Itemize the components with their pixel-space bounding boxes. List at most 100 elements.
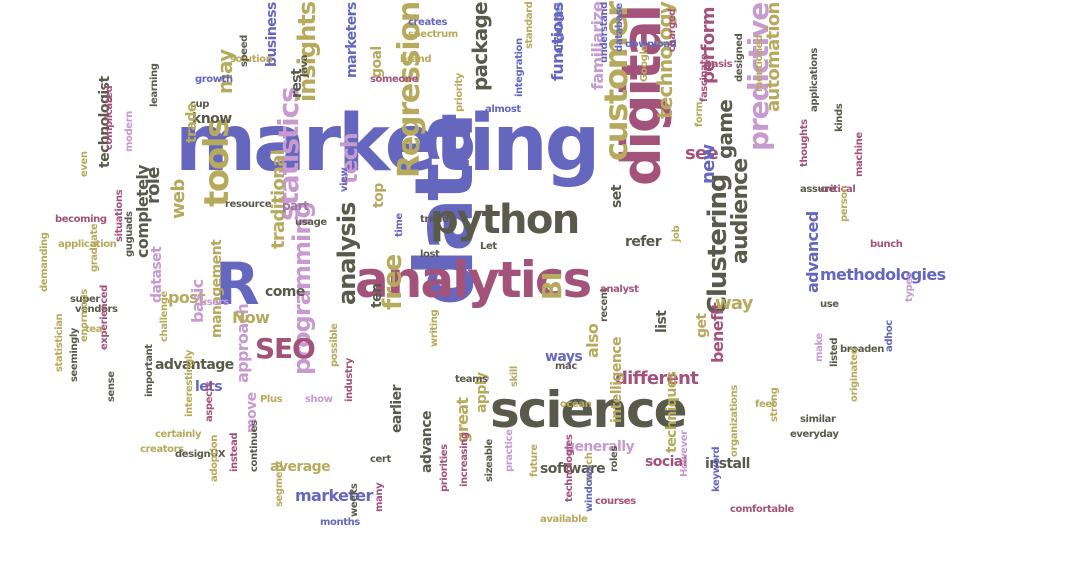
- word-cloud-word: view: [339, 167, 350, 192]
- word-cloud-word: software: [540, 461, 606, 477]
- word-cloud-word: lost: [420, 249, 440, 260]
- word-cloud-word: types: [904, 272, 915, 302]
- word-cloud-word: experienced: [99, 285, 110, 350]
- word-cloud-word: courses: [595, 496, 636, 507]
- word-cloud-word: intelligence: [609, 337, 625, 423]
- word-cloud-word: bunch: [870, 239, 903, 250]
- word-cloud-word: ten: [369, 283, 385, 308]
- word-cloud-word: marketer: [295, 486, 373, 505]
- word-cloud-word: broaden: [840, 344, 884, 355]
- word-cloud-word: basis: [705, 59, 733, 70]
- word-cloud-word: comfortable: [730, 504, 794, 515]
- word-cloud-word: even: [79, 151, 90, 177]
- word-cloud-word: post: [168, 288, 206, 307]
- word-cloud-word: generally: [565, 439, 635, 455]
- word-cloud-word: complicated: [104, 85, 115, 150]
- word-cloud-word: Let: [480, 241, 497, 252]
- word-cloud-word: trade: [184, 103, 200, 143]
- word-cloud-word: adhoc: [884, 320, 895, 352]
- word-cloud-word: solution: [230, 54, 273, 65]
- word-cloud-word: Now: [232, 308, 270, 327]
- word-cloud-word: lets: [195, 379, 223, 395]
- word-cloud-word: form: [694, 102, 705, 127]
- word-cloud-word: marketers: [344, 2, 360, 78]
- word-cloud-word: segment: [274, 460, 285, 507]
- word-cloud-word: aspects: [204, 381, 215, 422]
- word-cloud-word: see: [685, 143, 719, 164]
- word-cloud-word: possible: [329, 323, 340, 367]
- word-cloud-word: advanced: [803, 211, 822, 293]
- word-cloud-word: challenge: [159, 291, 170, 342]
- word-cloud-word: person: [839, 185, 850, 222]
- word-cloud-word: show: [305, 394, 333, 405]
- word-cloud-word: earlier: [389, 385, 405, 433]
- word-cloud-word: vendors: [75, 304, 118, 315]
- word-cloud-word: applications: [809, 48, 820, 112]
- word-cloud-word: technologies: [564, 434, 575, 502]
- word-cloud-word: application: [58, 239, 117, 250]
- word-cloud-word: python: [430, 197, 580, 243]
- word-cloud-word: demanding: [39, 232, 50, 293]
- word-cloud-word: roles: [609, 446, 620, 472]
- word-cloud-word: designed: [734, 33, 745, 82]
- word-cloud-word: becoming: [55, 214, 107, 225]
- word-cloud-word: However: [679, 430, 690, 477]
- word-cloud-word: role: [143, 167, 164, 204]
- word-cloud-word: Google: [639, 45, 650, 82]
- word-cloud-word: kinds: [834, 103, 845, 132]
- word-cloud-word: originated: [849, 347, 860, 402]
- word-cloud-word: tools: [197, 118, 237, 207]
- word-cloud-word: automation: [763, 2, 784, 112]
- word-cloud-word: almost: [485, 104, 521, 115]
- word-cloud-word: future: [529, 444, 540, 477]
- word-cloud-word: users: [200, 297, 229, 308]
- word-cloud-word: keyword: [711, 446, 722, 492]
- word-cloud-word: creators: [140, 444, 184, 455]
- word-cloud-word: average: [270, 459, 331, 475]
- word-cloud-word: make: [814, 333, 825, 362]
- word-cloud-word: advantage: [155, 357, 234, 373]
- word-cloud-word: thoughts: [799, 119, 810, 167]
- word-cloud-word: SEO: [255, 332, 316, 365]
- word-cloud-word: web: [168, 179, 189, 219]
- word-cloud-word: methodologies: [820, 265, 946, 284]
- word-cloud-word: assure: [800, 184, 836, 195]
- word-cloud-word: many: [374, 482, 385, 512]
- word-cloud-word: speed: [239, 35, 250, 67]
- word-cloud-word: windows: [584, 465, 595, 512]
- word-cloud-word: continues: [249, 420, 260, 473]
- word-cloud-word: list: [654, 310, 670, 333]
- word-cloud-word: adoption: [209, 435, 220, 482]
- word-cloud-word: understand: [599, 2, 610, 63]
- word-cloud-word: designUX: [175, 449, 226, 460]
- word-cloud-word: install: [705, 456, 750, 472]
- word-cloud-word: get: [694, 313, 710, 338]
- word-cloud-word: Plus: [260, 394, 283, 405]
- word-cloud-word: guguads: [124, 211, 135, 257]
- word-cloud-word: practice: [504, 429, 515, 472]
- word-cloud-word: charged: [667, 8, 678, 52]
- word-cloud-word: advance: [419, 411, 435, 473]
- word-cloud-word: modern: [124, 111, 135, 152]
- word-cloud-word: machine: [854, 132, 865, 177]
- word-cloud-word: come: [265, 284, 305, 300]
- word-cloud-word: BI: [538, 272, 568, 300]
- word-cloud-word: cup: [190, 99, 210, 110]
- word-cloud-word: ocean: [560, 399, 592, 410]
- word-cloud-word: analysis: [333, 202, 361, 305]
- word-cloud-word: new: [698, 144, 719, 185]
- word-cloud-word: statistician: [54, 313, 65, 372]
- word-cloud-word: different: [615, 368, 699, 389]
- word-cloud-word: sense: [106, 371, 117, 402]
- word-cloud-word: management: [209, 239, 225, 338]
- word-cloud-word: R: [215, 250, 260, 318]
- word-cloud-word: seemingly: [69, 328, 80, 382]
- word-cloud-word: ways: [545, 349, 583, 365]
- word-cloud-word: important: [144, 344, 155, 397]
- word-cloud-word: weeks: [349, 483, 360, 517]
- word-cloud-word: science: [490, 381, 688, 439]
- word-cloud-word: skill: [509, 366, 520, 387]
- word-cloud-word: feel: [755, 399, 775, 410]
- word-cloud-word: learning: [149, 63, 160, 107]
- word-cloud-word: writing: [429, 309, 440, 347]
